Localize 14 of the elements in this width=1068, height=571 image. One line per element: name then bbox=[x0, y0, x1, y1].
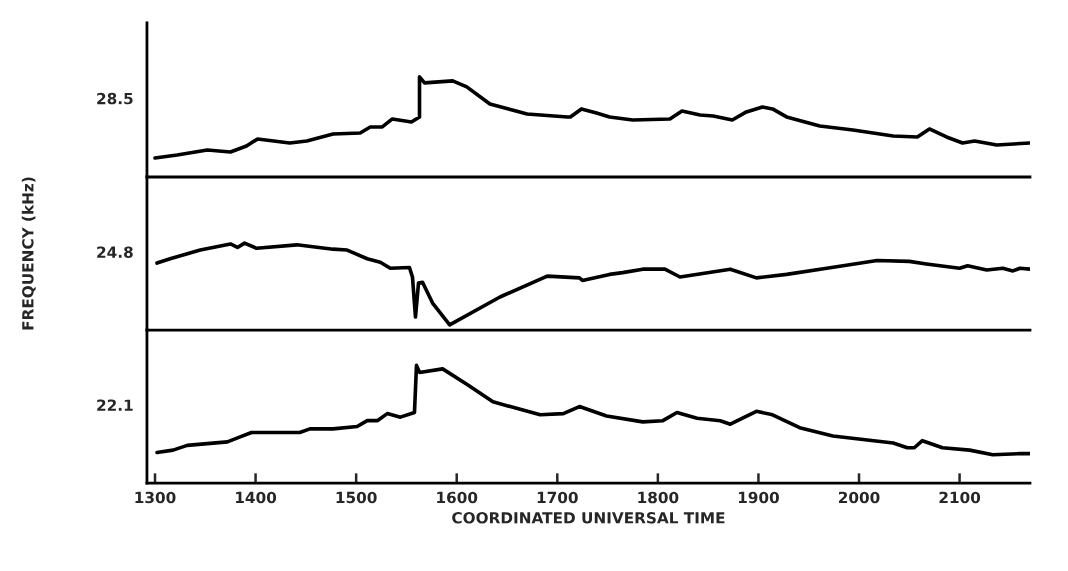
x-tick-label: 1400 bbox=[236, 491, 277, 504]
x-tick-label: 1300 bbox=[135, 491, 176, 504]
text: 28.5 bbox=[97, 92, 133, 105]
x-tick-label: 1700 bbox=[537, 491, 578, 504]
x-axis-title: COORDINATED UNIVERSAL TIME bbox=[452, 512, 725, 524]
x-tick-label: 1600 bbox=[437, 491, 478, 504]
x-tick-label: 1500 bbox=[336, 491, 377, 504]
series-label: 24.8 bbox=[97, 246, 133, 258]
x-tick-label: 1900 bbox=[738, 491, 779, 504]
x-tick-label: 1800 bbox=[638, 491, 679, 504]
y-axis-title: FREQUENCY (kHz) bbox=[21, 177, 36, 330]
x-tick-label: 2100 bbox=[939, 491, 981, 504]
text: 22.1 bbox=[97, 399, 133, 411]
x-tick-label: 2000 bbox=[838, 491, 880, 504]
